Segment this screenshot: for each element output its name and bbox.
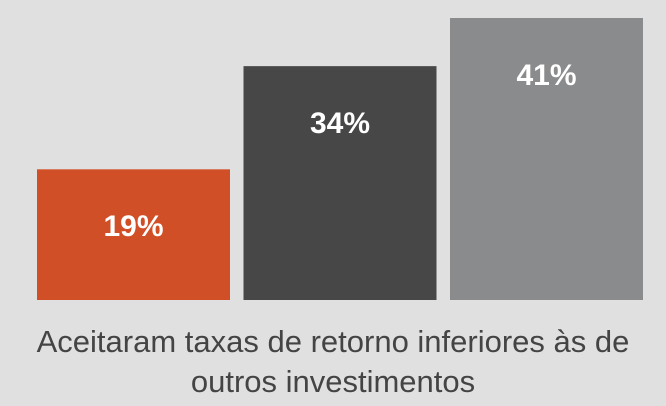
data-label: 41%: [516, 59, 576, 92]
data-label: 19%: [103, 210, 163, 243]
x-axis-label: Aceitaram taxas de retorno inferiores às…: [36, 324, 630, 399]
bar: [450, 18, 643, 300]
bar: [243, 66, 437, 301]
data-label: 34%: [310, 107, 370, 140]
bar: [37, 169, 230, 300]
chart: 19% 34% 41%: [37, 18, 643, 301]
